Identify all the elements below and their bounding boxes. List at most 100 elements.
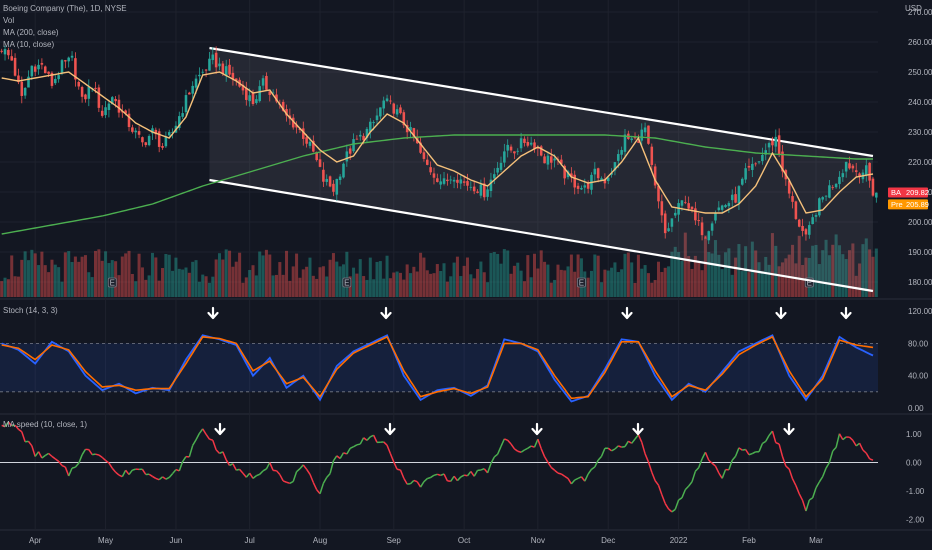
candle-body — [797, 219, 801, 227]
volume-bar — [258, 251, 262, 297]
speed-segment — [279, 474, 284, 482]
ma10-label[interactable]: MA (10, close) — [3, 40, 55, 49]
speed-segment — [353, 444, 358, 448]
earnings-marker — [342, 277, 352, 288]
volume-bar — [211, 276, 215, 297]
candle-body — [479, 184, 483, 196]
candle-body — [469, 186, 473, 188]
signal-arrow — [621, 306, 633, 320]
volume-bar — [794, 263, 798, 297]
volume-bar — [791, 244, 795, 297]
candle-body — [67, 57, 70, 62]
speed-segment — [306, 468, 311, 475]
speed-segment — [252, 475, 257, 479]
candle-body — [127, 113, 131, 128]
speed-segment — [858, 442, 864, 451]
volume-bar — [318, 267, 322, 297]
speed-segment — [372, 434, 378, 443]
candle-body — [603, 179, 607, 184]
candle-body — [871, 178, 875, 196]
candle-body — [231, 72, 235, 80]
candle-body — [50, 72, 54, 86]
candle-body — [385, 98, 389, 101]
speed-tick-label: -2.00 — [906, 515, 925, 524]
candle-body — [224, 66, 228, 76]
speed-segment — [383, 441, 388, 446]
candle-body — [422, 152, 426, 159]
candle-body — [848, 163, 851, 169]
speed-segment — [791, 478, 797, 486]
volume-bar — [214, 259, 218, 297]
symbol-title[interactable]: Boeing Company (The), 1D, NYSE — [3, 4, 127, 13]
candle-body — [40, 63, 44, 65]
volume-bar — [677, 251, 681, 297]
volume-bar — [298, 277, 302, 297]
candle-body — [395, 109, 399, 115]
candle-body — [379, 107, 382, 117]
speed-segment — [386, 444, 392, 454]
volume-bar — [181, 269, 185, 297]
speed-segment — [165, 476, 170, 480]
candle-body — [710, 223, 714, 231]
candle-body — [107, 103, 111, 111]
signal-arrow — [531, 422, 543, 436]
ma200-label[interactable]: MA (200, close) — [3, 28, 59, 37]
candle-body — [204, 69, 208, 71]
volume-bar — [499, 263, 503, 297]
speed-segment — [684, 485, 690, 491]
volume-bar — [291, 266, 295, 297]
signal-arrow — [632, 422, 644, 436]
candle-body — [499, 162, 503, 170]
volume-bar — [489, 253, 493, 297]
speed-segment — [801, 500, 807, 512]
candle-body — [650, 146, 654, 165]
candle-body — [506, 144, 509, 151]
speed-segment — [849, 436, 854, 441]
volume-bar — [251, 265, 255, 297]
candle-body — [623, 134, 627, 152]
channel-upper-line — [209, 46, 874, 158]
earnings-marker — [107, 277, 117, 288]
speed-segment — [259, 470, 264, 475]
ma-speed-label[interactable]: MA speed (10, close, 1) — [3, 420, 88, 429]
candle-body — [318, 159, 322, 167]
time-tick-label: Dec — [601, 536, 615, 545]
volume-bar — [174, 257, 178, 297]
pre-market-badge — [888, 199, 928, 210]
signal-arrow — [840, 306, 852, 320]
candle-body — [258, 86, 261, 102]
speed-segment — [748, 452, 753, 456]
speed-segment — [614, 445, 619, 450]
speed-segment — [111, 467, 117, 473]
volume-bar — [613, 262, 617, 297]
time-tick-label: May — [98, 536, 113, 545]
candle-body — [328, 176, 332, 187]
signal-arrow — [384, 422, 396, 436]
time-tick-label: Nov — [531, 536, 545, 545]
candle-body — [851, 165, 855, 169]
candle-body — [858, 173, 861, 177]
candle-body — [781, 151, 784, 172]
speed-segment — [443, 473, 449, 482]
candle-body — [425, 159, 429, 165]
stoch-label[interactable]: Stoch (14, 3, 3) — [3, 306, 58, 315]
volume-label[interactable]: Vol — [3, 16, 15, 25]
volume-bar — [47, 272, 51, 297]
speed-segment — [520, 449, 525, 453]
volume-bar — [365, 279, 369, 297]
volume-bar — [231, 266, 235, 297]
candle-body — [429, 167, 432, 173]
speed-segment — [718, 472, 723, 479]
speed-segment — [74, 462, 80, 468]
speed-segment — [168, 473, 174, 478]
volume-bar — [660, 272, 664, 297]
volume-bar — [734, 257, 738, 297]
volume-bar — [224, 249, 228, 297]
volume-bar — [479, 261, 483, 297]
volume-bar — [506, 250, 510, 297]
volume-bar — [16, 276, 20, 297]
volume-bar — [67, 251, 71, 297]
volume-bar — [760, 271, 764, 297]
signal-arrow — [380, 306, 392, 320]
last-price-ticker: BA — [891, 188, 901, 197]
